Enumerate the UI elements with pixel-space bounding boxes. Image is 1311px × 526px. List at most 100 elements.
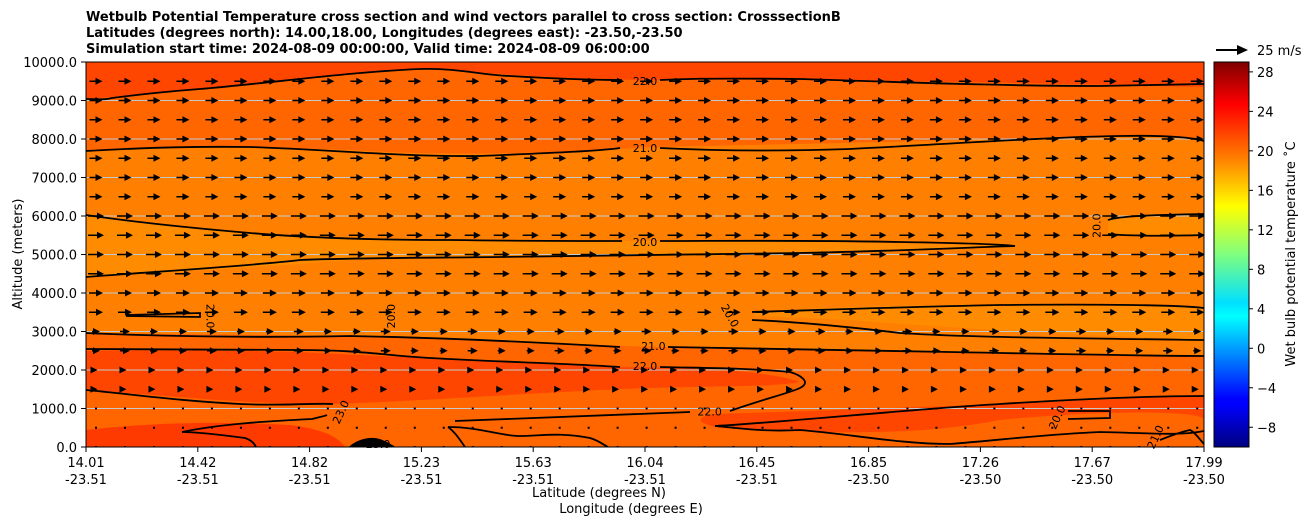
wind-vector-dot (877, 407, 880, 410)
wind-vector-head (90, 385, 98, 393)
wind-vector-head (993, 154, 1001, 162)
wind-vector (442, 407, 445, 410)
wind-vector (89, 174, 103, 181)
wind-vector-head (1024, 270, 1032, 278)
wind-vector (234, 174, 248, 181)
wind-vector-head (995, 251, 1003, 258)
wind-vector-head (241, 231, 249, 239)
wind-vector-head (298, 308, 306, 316)
wind-vector-head (356, 97, 364, 104)
wind-vector-head (646, 116, 654, 124)
wind-vector-head (646, 174, 654, 181)
wind-vector (987, 174, 1001, 181)
wind-vector-dot (181, 426, 184, 429)
wind-vector (819, 407, 822, 410)
wind-vector (957, 251, 974, 258)
wind-vector-head (1138, 116, 1146, 124)
wind-vector (1106, 328, 1115, 335)
wind-vector-head (820, 308, 828, 316)
wind-vector-head (759, 347, 767, 355)
y-tick-label: 9000.0 (32, 95, 78, 110)
wind-vector-head (1017, 366, 1025, 374)
wind-vector-head (964, 97, 972, 104)
wind-vector-head (966, 251, 974, 258)
wind-vector-head (705, 212, 713, 220)
wind-vector-head (525, 385, 533, 393)
wind-vector (785, 193, 799, 201)
wind-vector-head (759, 328, 767, 335)
wind-vector-head (182, 116, 190, 124)
wind-vector-dot (500, 426, 503, 429)
wind-vector (638, 251, 655, 258)
wind-vector-head (530, 116, 538, 124)
wind-vector-head (1051, 97, 1059, 104)
contour-21-lower (86, 332, 621, 348)
wind-vector-dot (123, 426, 126, 429)
wind-vector-head (1046, 366, 1054, 374)
wind-vector (1016, 116, 1030, 124)
wind-vector (1022, 407, 1025, 410)
wind-vector-head (995, 270, 1003, 278)
wind-vector-head (763, 231, 771, 239)
wind-vector (495, 116, 509, 124)
wind-vector-head (95, 154, 103, 162)
y-tick-label: 4000.0 (32, 287, 78, 302)
wind-vector-head (1198, 270, 1204, 278)
wind-vector-head (1139, 289, 1147, 297)
wind-vector-head (470, 347, 478, 355)
wind-vector-head (675, 135, 683, 143)
wind-vector (929, 116, 943, 124)
wind-vector-head (1080, 154, 1088, 162)
wind-vector-head (617, 135, 625, 143)
wind-vector (986, 251, 1003, 258)
wind-vector-head (472, 289, 480, 297)
wind-vector (1074, 77, 1088, 85)
wind-vector (147, 77, 161, 85)
wind-vector-head (356, 289, 364, 297)
wind-vector-head (788, 328, 796, 335)
wind-vector-head (762, 97, 770, 104)
wind-vector-head (385, 97, 393, 104)
wind-vector (669, 97, 683, 104)
wind-vector-head (502, 251, 510, 258)
wind-vector-head (646, 193, 654, 201)
wind-vector (1190, 308, 1204, 316)
wind-vector-head (153, 289, 161, 297)
wind-vector-head (791, 97, 799, 104)
wind-vector (1048, 347, 1057, 355)
wind-vector-head (589, 231, 597, 239)
wind-vector (842, 154, 856, 162)
wind-vector-head (675, 289, 683, 297)
wind-vector (1190, 77, 1204, 85)
wind-vector (698, 97, 712, 104)
wind-vector-head (964, 174, 972, 181)
wind-vector-dot (790, 426, 793, 429)
wind-vector-head (762, 193, 770, 201)
wind-vector-head (531, 251, 539, 258)
wind-vector-dot (384, 407, 387, 410)
wind-vector-head (328, 251, 336, 258)
wind-vector-dot (95, 407, 97, 410)
fill-below-20 (86, 215, 1015, 277)
wind-vector-head (298, 289, 306, 297)
wind-vector-dot (268, 426, 271, 429)
wind-vector-head (211, 97, 219, 104)
wind-vector (1074, 116, 1088, 124)
wind-vector (611, 193, 625, 201)
contour-label: 20.0 (633, 236, 658, 249)
wind-vector-head (992, 347, 1000, 355)
wind-vector (406, 231, 423, 239)
wind-vector-head (875, 347, 883, 355)
wind-vector (496, 366, 504, 374)
wind-vector (989, 328, 1000, 335)
wind-vector-head (617, 77, 625, 85)
wind-vector (377, 231, 394, 239)
wind-vector-head (298, 154, 306, 162)
wind-vector-dot (123, 407, 126, 410)
wind-vector (379, 116, 393, 124)
wind-vector-head (646, 289, 654, 297)
wind-vector-head (385, 135, 393, 143)
wind-vector-head (560, 231, 568, 239)
wind-vector (1019, 347, 1028, 355)
x-tick-label-lon: -23.51 (512, 473, 554, 488)
